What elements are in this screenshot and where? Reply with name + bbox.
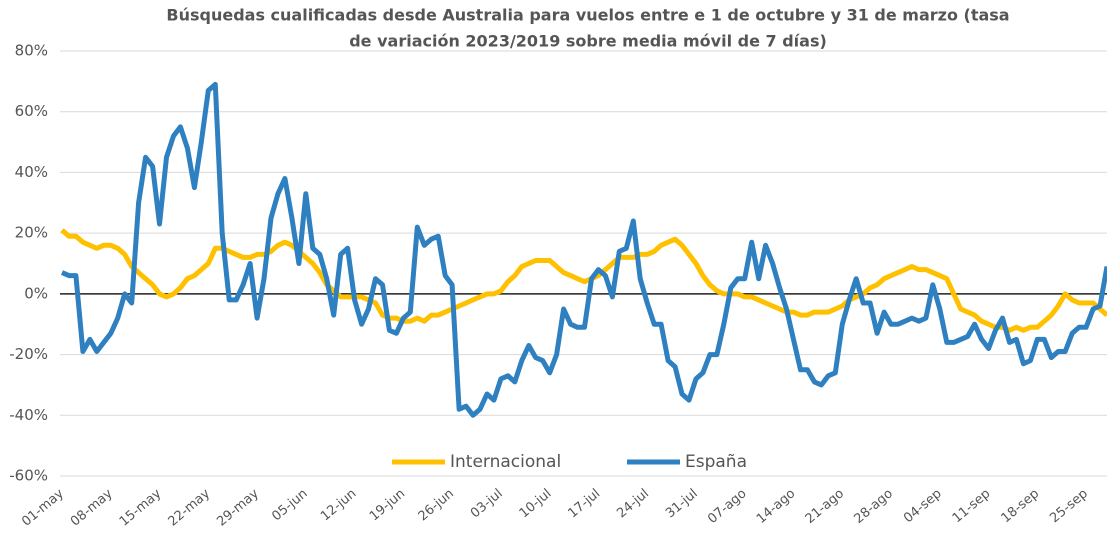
x-tick-label: 04-sep xyxy=(901,486,945,526)
chart-title: de variación 2023/2019 sobre media móvil… xyxy=(349,32,827,51)
x-tick-label: 28-ago xyxy=(851,486,895,527)
x-tick-label: 17-jul xyxy=(565,486,603,521)
legend-label: España xyxy=(685,452,747,472)
y-tick-label: 80% xyxy=(15,42,48,60)
x-tick-label: 18-sep xyxy=(999,486,1043,526)
x-tick-label: 29-may xyxy=(214,486,262,530)
x-tick-label: 07-ago xyxy=(705,486,749,527)
x-tick-label: 03-jul xyxy=(468,486,506,521)
x-tick-label: 26-jun xyxy=(416,486,457,524)
y-tick-label: 40% xyxy=(15,163,48,181)
x-tick-label: 21-ago xyxy=(803,486,847,527)
x-tick-label: 08-may xyxy=(68,486,116,530)
x-tick-label: 10-jul xyxy=(517,486,555,521)
x-tick-label: 05-jun xyxy=(269,486,310,524)
series-line xyxy=(61,81,1107,418)
y-tick-label: 0% xyxy=(24,284,48,302)
x-tick-label: 14-ago xyxy=(754,486,798,527)
x-tick-label: 19-jun xyxy=(367,486,408,524)
y-tick-label: -60% xyxy=(9,467,48,485)
y-tick-label: -40% xyxy=(9,406,48,424)
x-tick-label: 22-may xyxy=(166,486,214,530)
x-tick-label: 25-sep xyxy=(1047,486,1091,526)
x-tick-label: 12-jun xyxy=(318,486,359,524)
x-tick-label: 01-may xyxy=(19,486,67,530)
x-tick-label: 15-may xyxy=(117,486,165,530)
x-tick-label: 31-jul xyxy=(663,486,701,521)
x-tick-label: 11-sep xyxy=(950,486,994,526)
series-line xyxy=(60,228,1107,333)
x-tick-label: 24-jul xyxy=(614,486,652,521)
y-tick-label: 60% xyxy=(15,102,48,120)
chart-title: Búsquedas cualificadas desde Australia p… xyxy=(166,6,1009,25)
y-tick-label: -20% xyxy=(9,345,48,363)
y-tick-label: 20% xyxy=(15,224,48,242)
legend-label: Internacional xyxy=(450,452,561,472)
